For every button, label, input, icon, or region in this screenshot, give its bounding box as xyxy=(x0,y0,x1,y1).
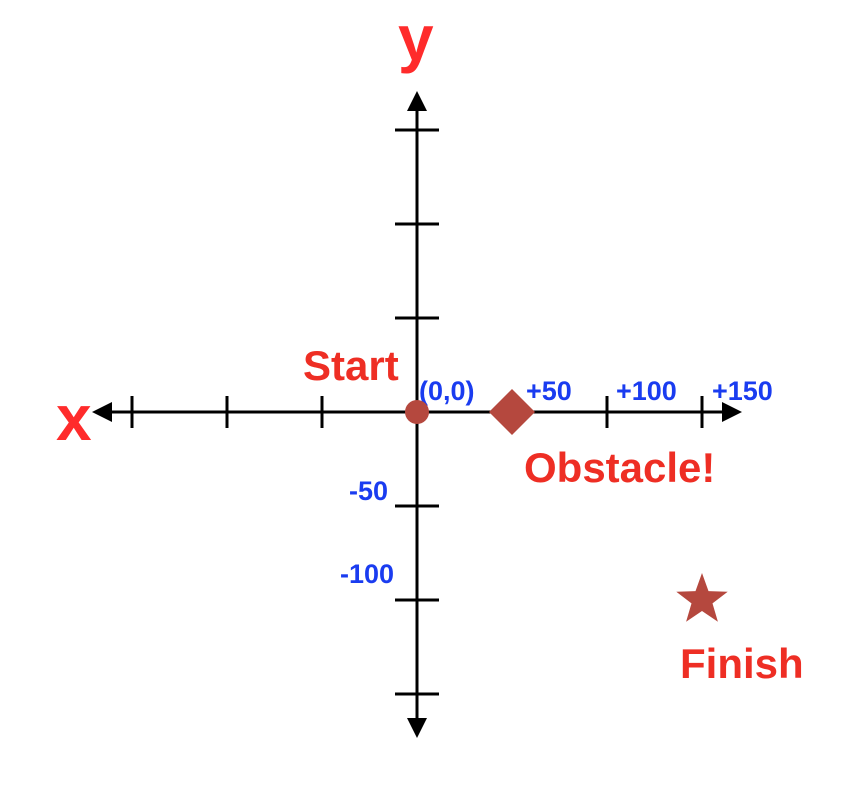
y-axis-arrow-down xyxy=(407,718,427,738)
start-label: Start xyxy=(303,342,399,389)
y-axis-arrow-up xyxy=(407,91,427,111)
finish-label: Finish xyxy=(680,640,804,687)
tick-label-x-plus-150: +150 xyxy=(712,376,773,406)
start-marker xyxy=(405,400,429,424)
tick-label-x-plus-100: +100 xyxy=(616,376,677,406)
tick-label-origin: (0,0) xyxy=(419,376,475,406)
x-axis-label: x xyxy=(56,382,92,454)
axis-ticks xyxy=(130,128,704,696)
obstacle-label: Obstacle! xyxy=(524,444,715,491)
tick-label-y-minus-100: -100 xyxy=(340,559,394,589)
x-axis-arrow-right xyxy=(722,402,742,422)
x-axis-arrow-left xyxy=(92,402,112,422)
obstacle-marker xyxy=(489,389,535,435)
tick-label-y-minus-50: -50 xyxy=(349,476,388,506)
tick-label-x-plus-50: +50 xyxy=(526,376,572,406)
finish-star-icon xyxy=(676,573,728,622)
y-axis-label: y xyxy=(398,2,434,74)
